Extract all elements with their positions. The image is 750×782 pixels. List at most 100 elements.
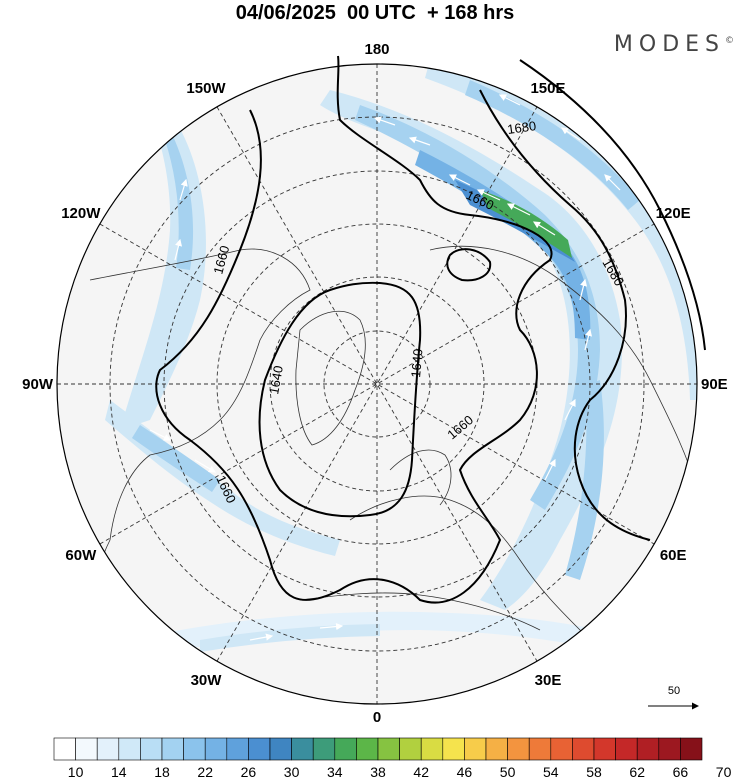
- meridians: [57, 64, 697, 704]
- longitude-label: 150E: [530, 80, 565, 97]
- colorbar-swatch: [399, 737, 422, 761]
- contour-1660: [155, 55, 553, 604]
- colorbar-swatch: [658, 737, 681, 761]
- coast-asia: [429, 245, 697, 501]
- colorbar-swatch: [248, 737, 271, 761]
- height-contours: [155, 55, 706, 604]
- colorbar-label: 18: [154, 764, 170, 780]
- colorbar-label: 70: [716, 764, 732, 780]
- colorbar-swatch: [118, 737, 141, 761]
- colorbar-label: 26: [241, 764, 257, 780]
- coast-africa-med: [299, 592, 541, 631]
- colorbar-swatch: [636, 737, 660, 761]
- wind-arrow: [194, 459, 217, 473]
- colorbar-label: 10: [68, 764, 84, 780]
- colorbar-label: 30: [284, 764, 300, 780]
- longitude-label: 180: [364, 41, 389, 58]
- colorbar-swatch: [291, 737, 314, 761]
- colorbar-swatch: [96, 737, 120, 761]
- colorbar-label: 34: [327, 764, 343, 780]
- coast-north-america: [89, 248, 311, 601]
- map-title: 04/06/2025 00 UTC + 168 hrs: [235, 2, 515, 24]
- map-border: [56, 63, 698, 705]
- longitude-label: 30W: [191, 672, 223, 689]
- colorbar-swatch: [53, 737, 76, 761]
- meridian-line: [216, 106, 538, 662]
- modes-logo: MODES©: [614, 32, 734, 57]
- colorbar-swatch: [75, 737, 98, 761]
- wind-arrow: [179, 178, 188, 201]
- wind-arrow: [532, 221, 556, 236]
- colorbar-label: 46: [457, 764, 473, 780]
- colorbar-label: 14: [111, 764, 127, 780]
- colorbar-swatch: [442, 737, 465, 761]
- coast-scandinavia: [389, 449, 452, 506]
- jet-band: [465, 80, 640, 210]
- colorbar-swatch: [204, 737, 228, 761]
- longitude-label: 120E: [656, 205, 691, 222]
- contour-1660-low: [446, 248, 492, 282]
- contour-1680: [479, 89, 651, 541]
- colorbar-swatch: [485, 737, 508, 761]
- meridian-line: [99, 223, 655, 545]
- wind-arrow: [584, 328, 593, 351]
- colorbar-swatch: [615, 737, 638, 761]
- wind-arrow: [579, 278, 588, 301]
- jet-max: [480, 190, 572, 258]
- longitude-label: 90W: [22, 376, 54, 393]
- colorbar-label: 62: [629, 764, 645, 780]
- wind-vectors: [149, 94, 621, 641]
- meridian-line: [216, 106, 538, 662]
- colorbar-swatch: [593, 737, 616, 761]
- longitude-label: 30E: [535, 672, 562, 689]
- colorbar-label: 66: [673, 764, 689, 780]
- wind-arrow: [373, 116, 396, 126]
- contour-1680-outer: [519, 59, 706, 351]
- reference-vector-label: 50: [668, 685, 680, 697]
- wind-arrow: [604, 174, 621, 191]
- wind-arrow: [561, 127, 581, 141]
- colorbar: 10 14 18 22 26 30 34 38 42 46 50 54 58 62 66 70: [53, 737, 732, 780]
- brand-text: MODES: [613, 32, 725, 57]
- colorbar-swatch: [312, 737, 336, 761]
- reference-vector: 50: [648, 685, 699, 710]
- longitude-label: 150W: [186, 80, 226, 97]
- contour-1640: [258, 281, 422, 518]
- colorbar-swatch: [226, 737, 249, 761]
- colorbar-swatch: [572, 737, 595, 761]
- contour-label: 1680: [506, 118, 537, 137]
- latitude-circle-40n: [109, 116, 645, 652]
- colorbar-label: 58: [586, 764, 602, 780]
- colorbar-label: 38: [370, 764, 386, 780]
- colorbar-swatch: [464, 737, 487, 761]
- colorbar-swatch: [377, 737, 400, 761]
- contour-label: 1640: [266, 364, 286, 395]
- colorbar-swatch: [140, 737, 163, 761]
- contour-label: 1660: [210, 244, 232, 276]
- jet-band: [165, 130, 194, 270]
- longitude-label: 60E: [660, 547, 687, 564]
- colorbar-swatch: [680, 737, 703, 761]
- jet-band: [105, 400, 340, 556]
- colorbar-swatch: [334, 737, 357, 761]
- longitude-labels: 180 150E 120E 90E 60E 30E 0 30W 60W 90W 120W 150W: [22, 41, 728, 726]
- jet-band: [132, 425, 220, 492]
- wind-arrow: [319, 622, 344, 631]
- jet-band: [565, 380, 604, 580]
- meridian-line: [99, 223, 655, 545]
- wind-arrow: [408, 136, 431, 146]
- colorbar-label: 54: [543, 764, 559, 780]
- jet-band: [130, 611, 640, 660]
- copyright-mark: ©: [725, 36, 734, 46]
- colorbar-swatch: [550, 737, 573, 761]
- colorbar-swatch: [356, 737, 379, 761]
- colorbar-swatch: [528, 737, 552, 761]
- colorbar-swatch: [269, 737, 292, 761]
- wind-arrow: [544, 458, 556, 481]
- wind-arrow: [476, 189, 501, 201]
- wind-arrow: [174, 238, 183, 261]
- wind-arrow: [149, 429, 172, 441]
- wind-arrow: [506, 203, 531, 216]
- colorbar-swatch: [507, 737, 530, 761]
